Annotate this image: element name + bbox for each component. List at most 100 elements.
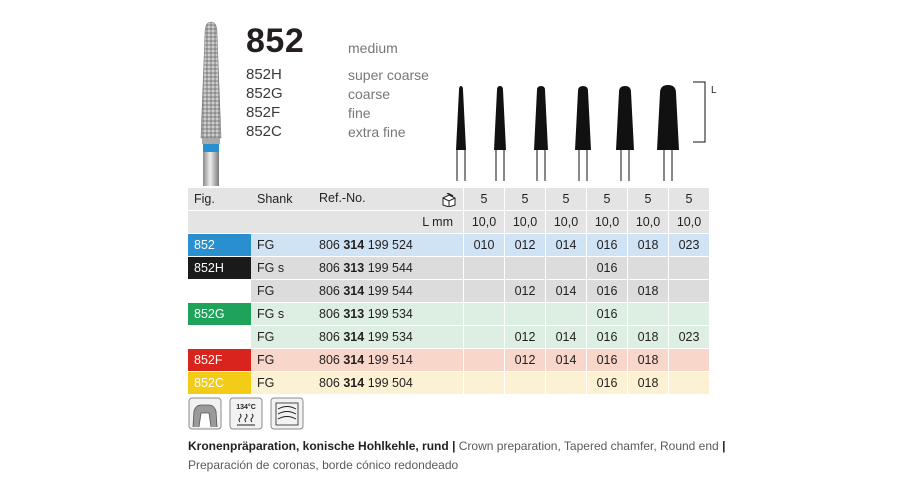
- size-cell: [504, 371, 545, 394]
- size-cell: 016: [586, 325, 627, 348]
- crown-icon: [188, 397, 222, 430]
- shank-cell: FG: [251, 279, 311, 302]
- ref-cell: 806 314 199 524: [311, 233, 463, 256]
- fig-cell: [188, 325, 251, 348]
- ref-prefix: 806: [319, 353, 340, 367]
- size-cell: 023: [668, 325, 709, 348]
- size-cell: 018: [627, 348, 668, 371]
- variant-grit: super coarse: [348, 67, 429, 83]
- shank-cell: FG: [251, 348, 311, 371]
- ref-prefix: 806: [319, 307, 340, 321]
- ref-cell: 806 314 199 514: [311, 348, 463, 371]
- ref-prefix: 806: [319, 261, 340, 275]
- size-cell: 012: [504, 348, 545, 371]
- fig-cell: [188, 279, 251, 302]
- length-value: 10,0: [586, 210, 627, 233]
- variant-code: 852H: [246, 66, 282, 83]
- fig-cell: 852: [188, 233, 251, 256]
- spec-table: Fig. Shank Ref.-No. 5 5 5 5 5 5 L mm 10,…: [188, 188, 709, 394]
- size-cell: 018: [627, 233, 668, 256]
- size-cell: [463, 279, 504, 302]
- variant-code: 852F: [246, 104, 281, 121]
- pack-qty: 5: [586, 188, 627, 210]
- table-row: 852C FG 806 314 199 504 016 018: [188, 371, 709, 394]
- size-cell: [668, 302, 709, 325]
- fig-cell: 852G: [188, 302, 251, 325]
- caption-es: Preparación de coronas, borde cónico red…: [188, 458, 459, 472]
- size-cell: [668, 279, 709, 302]
- size-cell: 016: [586, 279, 627, 302]
- size-cell: [463, 256, 504, 279]
- length-value: 10,0: [504, 210, 545, 233]
- pack-qty: 5: [627, 188, 668, 210]
- size-cell: 018: [627, 325, 668, 348]
- variant-code: 852G: [246, 85, 283, 102]
- grit-medium: medium: [348, 40, 398, 56]
- size-cell: [463, 371, 504, 394]
- size-cell: [668, 348, 709, 371]
- profile-010: [456, 86, 466, 181]
- profile-018: [616, 86, 634, 181]
- shank-cell: FG s: [251, 302, 311, 325]
- size-cell: 014: [545, 279, 586, 302]
- size-cell: [545, 256, 586, 279]
- shank-cell: FG s: [251, 256, 311, 279]
- ref-cell: 806 313 199 544: [311, 256, 463, 279]
- variant-grit: extra fine: [348, 124, 406, 140]
- profile-014: [534, 86, 548, 181]
- product-number: 852: [246, 22, 305, 60]
- caption-de: Kronenpräparation, konische Hohlkehle, r…: [188, 439, 449, 453]
- bur-image: [200, 21, 222, 186]
- variant-grit: coarse: [348, 86, 391, 102]
- ref-cell: 806 314 199 544: [311, 279, 463, 302]
- ref-cell: 806 314 199 534: [311, 325, 463, 348]
- table-row: FG 806 314 199 534 012 014 016 018 023: [188, 325, 709, 348]
- shank-cell: FG: [251, 233, 311, 256]
- size-cell: [627, 302, 668, 325]
- usage-icons: 134°C: [188, 397, 304, 430]
- ref-shank-code: 314: [343, 330, 365, 344]
- package-icon: [442, 193, 456, 207]
- ref-prefix: 806: [319, 238, 340, 252]
- size-cell: [463, 302, 504, 325]
- size-cell: [463, 348, 504, 371]
- pack-qty: 5: [545, 188, 586, 210]
- variant-code: 852C: [246, 123, 282, 140]
- profile-012: [494, 86, 506, 181]
- size-cell: 010: [463, 233, 504, 256]
- size-cell: 012: [504, 325, 545, 348]
- length-value: 10,0: [668, 210, 709, 233]
- length-row: L mm 10,0 10,0 10,0 10,0 10,0 10,0: [188, 210, 709, 233]
- ref-suffix: 199 534: [367, 307, 413, 321]
- table-row: 852H FG s 806 313 199 544 016: [188, 256, 709, 279]
- size-profiles: L: [456, 81, 717, 181]
- size-cell: 014: [545, 348, 586, 371]
- caption-en: Crown preparation, Tapered chamfer, Roun…: [458, 439, 719, 453]
- size-cell: 023: [668, 233, 709, 256]
- shank-cell: FG: [251, 325, 311, 348]
- sterilization-icon: 134°C: [229, 397, 263, 430]
- table-row: 852G FG s 806 313 199 534 016: [188, 302, 709, 325]
- header-fig: Fig.: [188, 188, 251, 210]
- ref-cell: 806 313 199 534: [311, 302, 463, 325]
- size-cell: 018: [627, 371, 668, 394]
- ref-shank-code: 314: [343, 238, 365, 252]
- pack-qty: 5: [463, 188, 504, 210]
- ref-shank-code: 314: [343, 376, 365, 390]
- table-row: FG 806 314 199 544 012 014 016 018: [188, 279, 709, 302]
- size-cell: 018: [627, 279, 668, 302]
- ref-suffix: 199 544: [367, 261, 413, 275]
- size-cell: [545, 371, 586, 394]
- svg-text:134°C: 134°C: [236, 403, 256, 411]
- fig-cell: 852F: [188, 348, 251, 371]
- length-bracket: [693, 81, 706, 143]
- length-unit-label: L mm: [188, 210, 463, 233]
- pack-qty: 5: [668, 188, 709, 210]
- size-cell: 014: [545, 325, 586, 348]
- size-cell: 012: [504, 279, 545, 302]
- size-cell: 016: [586, 256, 627, 279]
- caption-separator: |: [452, 439, 456, 453]
- ref-shank-code: 313: [343, 307, 365, 321]
- size-cell: 016: [586, 348, 627, 371]
- size-cell: 012: [504, 233, 545, 256]
